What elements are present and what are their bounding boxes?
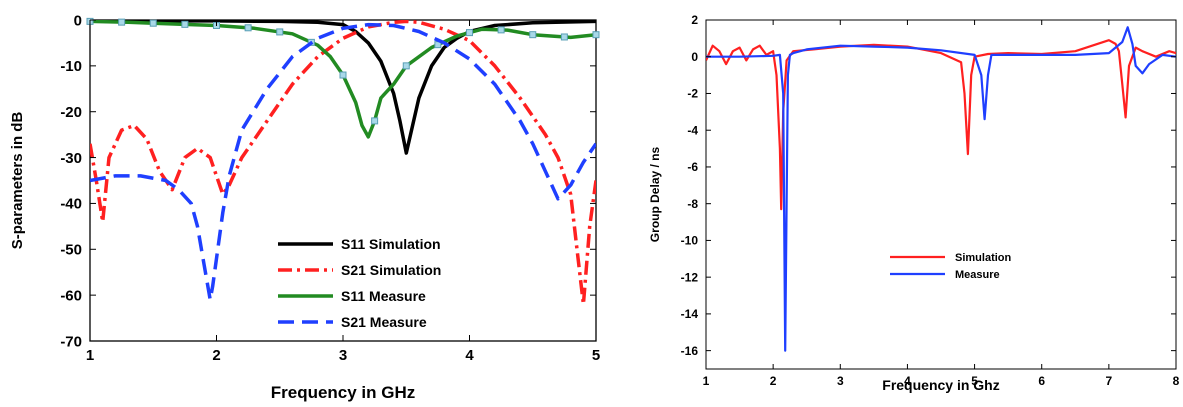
y-tick-label: -70 [60,333,82,350]
series-marker [371,117,379,125]
chart-s-parameters: 1 2 3 4 5 0 -10 -20 -30 -40 -50 -60 -70 Frequency in… [9,12,600,402]
x-tick-label: 8 [1173,374,1180,388]
series-marker [339,71,347,79]
x-tick-label: 7 [1106,374,1113,388]
y-tick-label: -8 [687,197,698,211]
series-marker [181,20,189,28]
chart-group-delay: 1 2 3 4 5 6 7 8 2 0 -2 -4 -6 -8 -10 -12 -14 -16 Frequency… [648,13,1180,393]
y-tick-label: -50 [60,242,82,259]
legend-label: S21 Simulation [341,262,441,278]
x-tick-label: 2 [770,374,777,388]
tick-group: 1 2 3 4 5 6 7 8 2 0 -2 -4 -6 -8 -10 -12 -14 -16 [681,13,1180,388]
series-line-s11-measure [90,20,596,139]
legend-label: Simulation [955,252,1012,264]
series-marker [592,31,600,39]
series-group [706,26,1176,352]
x-axis-label: Frequency in GHz [271,383,416,402]
legend: S11 Simulation S21 Simulation S11 Measure S… [278,236,441,330]
y-tick-label: -30 [60,150,82,167]
series-marker [118,18,126,26]
legend-label: Measure [955,269,1000,281]
y-tick-label: -14 [681,307,699,321]
series-line-s21-simulation [90,20,596,307]
series-line-s21-measure [90,22,596,302]
x-tick-label: 5 [592,347,600,364]
y-tick-label: -6 [687,160,698,174]
y-tick-label: -20 [60,104,82,121]
x-tick-label: 3 [339,347,347,364]
series-marker [466,29,473,37]
y-tick-label: -10 [681,234,699,248]
series-marker [276,28,284,36]
y-axis-label: S-parameters in dB [9,112,26,250]
series-line-measure [706,26,1176,352]
x-tick-label: 4 [904,374,911,388]
x-tick-label: 1 [86,347,94,364]
legend-label: S11 Measure [341,288,426,304]
x-tick-label: 2 [212,347,220,364]
x-tick-label: 1 [703,374,710,388]
x-axis-label: Frequency in Ghz [882,377,999,393]
y-tick-label: -16 [681,344,699,358]
legend: Simulation Measure [890,252,1012,281]
series-marker [402,62,410,70]
x-tick-label: 5 [971,374,978,388]
y-tick-label: -40 [60,196,82,213]
y-tick-label: -10 [60,58,82,75]
legend-label: S11 Simulation [341,236,441,252]
y-axis-label: Group Delay / ns [648,146,662,242]
y-tick-label: 2 [691,13,698,27]
series-marker [560,33,568,41]
series-marker [244,24,252,32]
x-tick-label: 4 [465,347,474,364]
x-tick-label: 3 [837,374,844,388]
y-tick-label: -2 [687,87,698,101]
tick-group: 1 2 3 4 5 0 -10 -20 -30 -40 -50 -60 -70 [60,12,600,364]
y-tick-label: -12 [681,270,699,284]
series-marker [529,31,537,39]
series-marker [149,19,157,27]
y-tick-label: 0 [691,50,698,64]
series-marker [497,26,505,34]
y-tick-label: 0 [74,12,82,29]
x-tick-label: 6 [1038,374,1045,388]
y-tick-label: -4 [687,123,698,137]
legend-label: S21 Measure [341,314,427,330]
y-tick-label: -60 [60,287,82,304]
